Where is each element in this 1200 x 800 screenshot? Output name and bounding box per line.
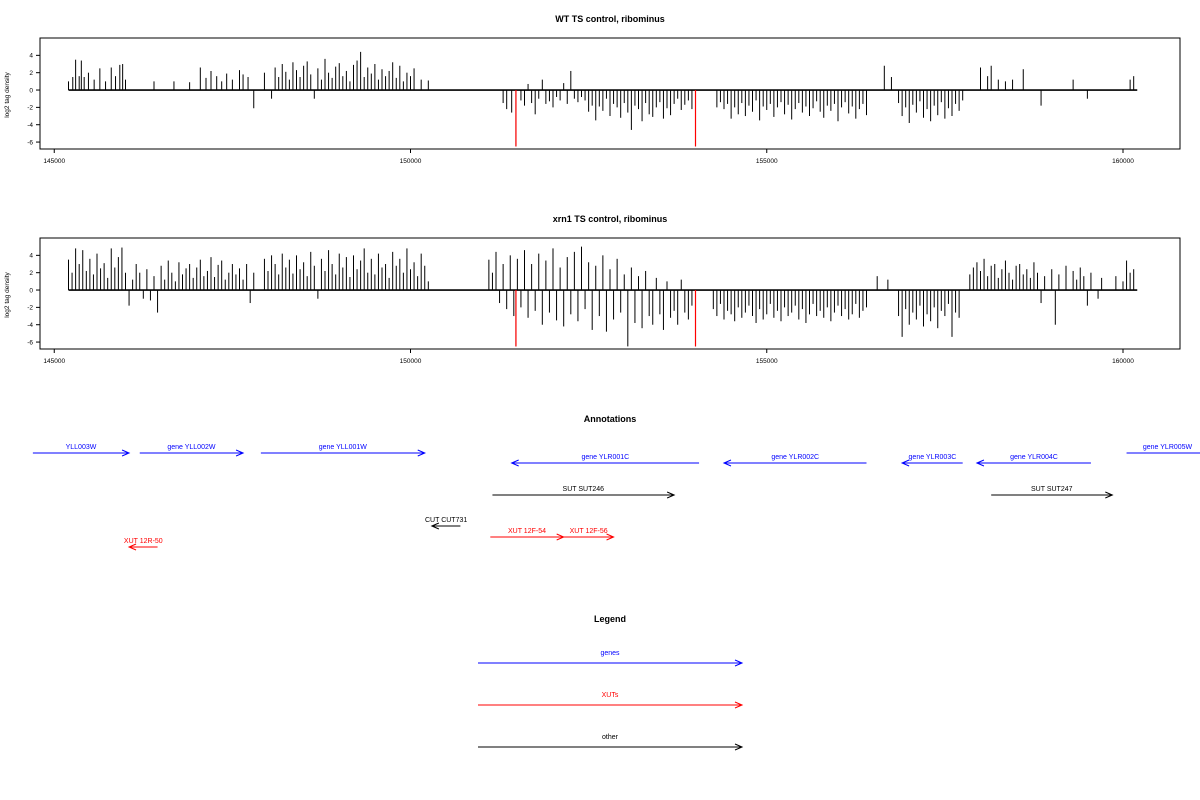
y-tick-label: -2 xyxy=(27,305,33,312)
y-tick-label: 0 xyxy=(29,287,33,294)
y-tick-label: -4 xyxy=(27,322,33,329)
wt-bars xyxy=(68,51,1135,147)
annotation-feature: gene YLR004C xyxy=(975,454,1091,467)
xrn1-y-ticks: -6 -4 -2 0 2 4 xyxy=(27,253,40,346)
y-tick-label: 2 xyxy=(29,70,33,77)
annotation-feature: gene YLR001C xyxy=(510,454,700,467)
annotation-feature: gene YLR003C xyxy=(900,454,963,467)
wt-y-axis-label: log2 tag density xyxy=(4,71,11,117)
wt-tag-density-panel: WT TS control, ribominus log2 tag densit… xyxy=(4,14,1181,165)
annotation-feature: XUT 12F-56 xyxy=(563,528,615,541)
y-tick-label: 4 xyxy=(29,53,33,60)
annotation-feature: XUT 12F-54 xyxy=(490,528,565,541)
annotation-feature: CUT CUT731 xyxy=(425,517,467,530)
annotation-arrow-arrowhead xyxy=(510,459,519,467)
x-tick-label: 145000 xyxy=(43,158,65,165)
wt-panel-title: WT TS control, ribominus xyxy=(555,14,665,24)
legend-entry: XUTs xyxy=(478,692,744,709)
annotation-features: YLL003W gene YLL002W gene YLL001W gene YLR0… xyxy=(32,444,1200,551)
legend-arrow-arrowhead xyxy=(734,659,744,667)
annotation-arrow-arrowhead xyxy=(127,543,137,551)
annotation-arrow-arrowhead xyxy=(235,449,245,457)
y-tick-label: -2 xyxy=(27,105,33,112)
annotation-label: gene YLR005W xyxy=(1143,444,1193,451)
annotations-track: Annotations YLL003W gene YLL002W gene YLL0… xyxy=(32,414,1200,551)
xrn1-y-axis-label: log2 tag density xyxy=(4,271,11,317)
x-tick-label: 145000 xyxy=(43,358,65,365)
wt-y-ticks: -6 -4 -2 0 2 4 xyxy=(27,53,40,146)
annotation-label: XUT 12F-54 xyxy=(508,528,546,535)
xrn1-plot-frame xyxy=(39,237,1181,350)
annotation-feature: XUT 12R-50 xyxy=(124,538,163,551)
wt-x-ticks: 145000 150000 155000 160000 xyxy=(43,149,1134,165)
y-tick-label: -4 xyxy=(27,122,33,129)
annotation-label: gene YLL001W xyxy=(319,444,368,451)
annotation-arrow-arrowhead xyxy=(121,449,131,457)
y-tick-label: 0 xyxy=(29,87,33,94)
x-tick-label: 150000 xyxy=(400,358,422,365)
annotation-label: XUT 12F-56 xyxy=(570,528,608,535)
annotation-feature: gene YLR002C xyxy=(722,454,867,467)
x-tick-label: 155000 xyxy=(756,358,778,365)
annotation-label: gene YLR003C xyxy=(909,454,957,461)
legend-entry: genes xyxy=(478,650,744,667)
annotation-arrow-arrowhead xyxy=(900,459,910,467)
legend-arrow-arrowhead xyxy=(734,743,744,751)
x-tick-label: 155000 xyxy=(756,158,778,165)
xrn1-highlight-bars xyxy=(515,290,697,347)
annotation-arrow-arrowhead xyxy=(666,491,676,499)
y-tick-label: 2 xyxy=(29,270,33,277)
annotation-arrow-arrowhead xyxy=(417,449,427,457)
annotation-label: gene YLL002W xyxy=(167,444,216,451)
wt-highlight-bars xyxy=(515,90,697,147)
annotation-feature: gene YLL001W xyxy=(260,444,427,457)
annotation-arrow-arrowhead xyxy=(722,459,732,467)
y-tick-label: -6 xyxy=(27,139,33,146)
xrn1-x-ticks: 145000 150000 155000 160000 xyxy=(43,349,1134,365)
legend-title: Legend xyxy=(594,614,626,624)
wt-plot-frame xyxy=(39,37,1181,150)
legend: Legend genes XUTs other xyxy=(478,614,744,751)
annotation-label: gene YLR004C xyxy=(1010,454,1058,461)
annotation-feature: SUT SUT247 xyxy=(991,486,1114,499)
annotation-feature: gene YLR005W xyxy=(1126,444,1200,454)
y-tick-label: 4 xyxy=(29,253,33,260)
x-tick-label: 160000 xyxy=(1112,358,1134,365)
annotation-label: gene YLR002C xyxy=(771,454,819,461)
annotation-feature: SUT SUT246 xyxy=(492,486,676,499)
legend-label: XUTs xyxy=(602,692,619,699)
annotation-label: SUT SUT246 xyxy=(563,486,605,493)
legend-entry: other xyxy=(478,734,744,751)
annotation-arrow-arrowhead xyxy=(606,533,615,541)
annotation-label: XUT 12R-50 xyxy=(124,538,163,545)
annotation-label: YLL003W xyxy=(66,444,97,451)
legend-label: other xyxy=(602,734,619,741)
xrn1-tag-density-panel: xrn1 TS control, ribominus log2 tag dens… xyxy=(4,214,1181,365)
annotation-label: CUT CUT731 xyxy=(425,517,467,524)
annotation-feature: YLL003W xyxy=(32,444,131,457)
annotation-label: SUT SUT247 xyxy=(1031,486,1073,493)
xrn1-panel-title: xrn1 TS control, ribominus xyxy=(553,214,668,224)
annotation-arrow-arrowhead xyxy=(1105,491,1114,499)
y-tick-label: -6 xyxy=(27,339,33,346)
annotation-label: gene YLR001C xyxy=(581,454,629,461)
annotation-arrow-arrowhead xyxy=(975,459,985,467)
annotation-feature: gene YLL002W xyxy=(139,444,245,457)
legend-label: genes xyxy=(600,650,620,657)
xrn1-bars xyxy=(68,246,1135,347)
annotations-title: Annotations xyxy=(584,414,637,424)
x-tick-label: 160000 xyxy=(1112,158,1134,165)
x-tick-label: 150000 xyxy=(400,158,422,165)
annotation-arrow-arrowhead xyxy=(430,522,440,530)
legend-items: genes XUTs other xyxy=(478,650,744,751)
legend-arrow-arrowhead xyxy=(734,701,744,709)
